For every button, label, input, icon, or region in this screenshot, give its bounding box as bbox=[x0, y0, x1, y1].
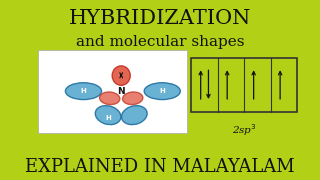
Text: 2sp$^3$: 2sp$^3$ bbox=[232, 122, 257, 138]
Text: N: N bbox=[117, 87, 125, 96]
Text: HYBRIDIZATION: HYBRIDIZATION bbox=[69, 9, 251, 28]
Ellipse shape bbox=[95, 106, 121, 125]
Ellipse shape bbox=[144, 83, 180, 100]
Text: and molecular shapes: and molecular shapes bbox=[76, 35, 244, 49]
Ellipse shape bbox=[123, 92, 143, 105]
Ellipse shape bbox=[100, 92, 120, 105]
Text: H: H bbox=[105, 115, 111, 121]
Bar bbox=[191, 58, 297, 112]
Ellipse shape bbox=[112, 66, 130, 85]
Text: H: H bbox=[81, 88, 86, 94]
Bar bbox=[38, 50, 187, 133]
Text: EXPLAINED IN MALAYALAM: EXPLAINED IN MALAYALAM bbox=[25, 158, 295, 176]
Ellipse shape bbox=[65, 83, 101, 100]
Ellipse shape bbox=[122, 106, 147, 125]
Text: H: H bbox=[159, 88, 165, 94]
